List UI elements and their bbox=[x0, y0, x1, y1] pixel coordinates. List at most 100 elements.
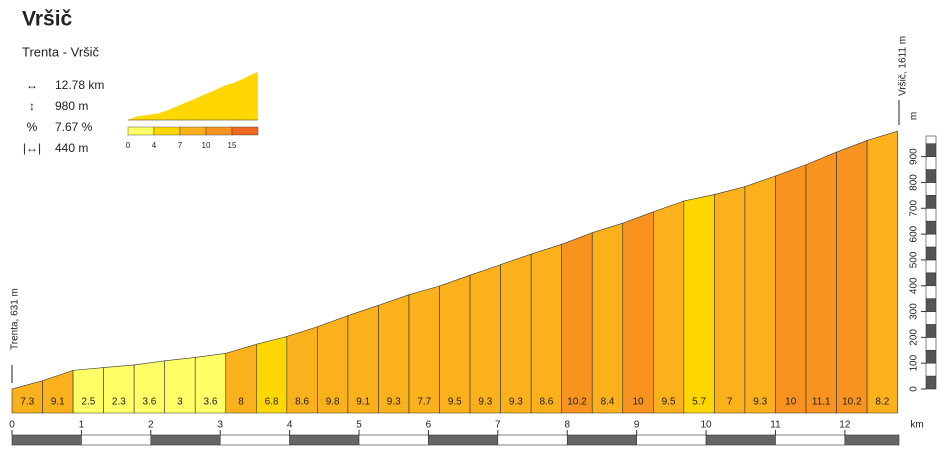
mini-segment bbox=[172, 106, 178, 121]
scale-label: 15 bbox=[228, 141, 237, 150]
y-scale-block bbox=[925, 169, 937, 183]
chart-title: Vršič bbox=[22, 8, 73, 31]
y-tick-label: 200 bbox=[909, 329, 920, 346]
x-scale-block bbox=[358, 434, 429, 446]
x-tick-label: 6 bbox=[426, 420, 432, 431]
gradient-label: 2.3 bbox=[112, 397, 126, 408]
mini-segment bbox=[168, 108, 173, 121]
gradient-segment bbox=[866, 130, 898, 414]
y-scale-block bbox=[925, 362, 937, 377]
gradient-label: 9.1 bbox=[356, 397, 370, 408]
x-scale-block bbox=[497, 434, 568, 446]
x-scale-block bbox=[636, 434, 707, 446]
y-scale-block bbox=[925, 375, 937, 390]
scale-swatch bbox=[127, 126, 155, 136]
y-scale-block bbox=[925, 285, 937, 299]
gradient-segment bbox=[530, 243, 562, 414]
y-axis-label: m bbox=[909, 112, 920, 120]
gradient-segment bbox=[775, 164, 807, 414]
x-tick-label: 7 bbox=[495, 420, 501, 431]
mini-segment bbox=[244, 75, 249, 121]
mini-segment bbox=[163, 110, 169, 121]
mini-segment bbox=[221, 84, 227, 121]
gradient-label: 5.7 bbox=[692, 397, 706, 408]
mini-segment bbox=[177, 104, 182, 121]
mini-segment bbox=[217, 86, 223, 121]
mini-segment bbox=[208, 90, 214, 121]
scale-swatch bbox=[153, 126, 181, 136]
gradient-label: 8.2 bbox=[875, 397, 889, 408]
gradient-segment bbox=[805, 151, 837, 414]
scale-label: 0 bbox=[126, 141, 131, 150]
x-scale-block bbox=[219, 434, 290, 446]
y-tick-label: 900 bbox=[909, 148, 920, 165]
stat-value: 440 m bbox=[55, 141, 88, 155]
y-scale-block bbox=[925, 311, 937, 325]
gradient-segment bbox=[622, 211, 654, 414]
gradient-label: 8 bbox=[238, 397, 244, 408]
x-scale-block bbox=[705, 434, 776, 446]
x-scale-block bbox=[150, 434, 221, 446]
x-scale-block bbox=[775, 434, 846, 446]
y-scale-block bbox=[925, 324, 937, 338]
y-scale-block bbox=[925, 207, 937, 222]
gradient-label: 9.3 bbox=[753, 397, 767, 408]
x-scale-block bbox=[81, 434, 152, 446]
scale-swatch bbox=[179, 126, 207, 136]
gradient-label: 9.3 bbox=[509, 397, 523, 408]
gradient-label: 3.6 bbox=[204, 397, 218, 408]
y-scale-block bbox=[925, 349, 937, 364]
gradient-segment bbox=[439, 274, 471, 414]
x-tick-label: 10 bbox=[700, 420, 712, 431]
y-scale-block bbox=[925, 156, 937, 170]
stat-icon: ↔ bbox=[26, 78, 38, 92]
x-axis-label: km bbox=[910, 420, 923, 431]
mini-segment bbox=[248, 73, 254, 121]
mini-segment bbox=[253, 71, 258, 121]
y-tick-label: 300 bbox=[909, 303, 920, 320]
x-tick-label: 1 bbox=[79, 420, 85, 431]
y-tick-label: 600 bbox=[909, 225, 920, 242]
x-scale-block bbox=[566, 434, 637, 446]
y-scale-block bbox=[925, 259, 937, 274]
y-scale-block bbox=[925, 220, 937, 235]
x-tick-label: 3 bbox=[217, 420, 223, 431]
y-scale-block bbox=[925, 182, 937, 196]
gradient-label: 9.5 bbox=[662, 397, 676, 408]
gradient-segment bbox=[714, 186, 746, 414]
gradient-label: 10.2 bbox=[842, 397, 862, 408]
y-tick-label: 100 bbox=[909, 354, 920, 371]
gradient-label: 7 bbox=[727, 397, 733, 408]
gradient-segment bbox=[653, 200, 685, 414]
x-tick-label: 12 bbox=[839, 420, 851, 431]
y-scale-block bbox=[925, 135, 937, 145]
gradient-label: 8.4 bbox=[601, 397, 615, 408]
gradient-segment bbox=[500, 253, 532, 414]
mini-segment bbox=[199, 94, 205, 121]
y-tick-label: 0 bbox=[909, 386, 920, 392]
gradient-label: 10 bbox=[785, 397, 797, 408]
x-scale-block bbox=[844, 434, 900, 446]
gradient-label: 9.5 bbox=[448, 397, 462, 408]
y-scale-block bbox=[925, 298, 937, 312]
y-scale-block bbox=[925, 246, 937, 261]
gradient-segment bbox=[408, 285, 440, 414]
gradient-label: 7.7 bbox=[417, 397, 431, 408]
gradient-segment bbox=[469, 264, 501, 414]
gradient-segment bbox=[683, 194, 715, 414]
x-scale-block bbox=[428, 434, 499, 446]
y-scale-block bbox=[925, 337, 937, 351]
scale-swatch bbox=[231, 126, 259, 136]
x-scale-block bbox=[289, 434, 360, 446]
mini-segment bbox=[154, 113, 160, 121]
gradient-label: 11.1 bbox=[812, 397, 831, 408]
mini-segment bbox=[235, 80, 241, 121]
stat-value: 12.78 km bbox=[55, 78, 104, 92]
mini-segment bbox=[181, 102, 187, 121]
scale-label: 4 bbox=[152, 141, 157, 150]
y-scale-block bbox=[925, 143, 937, 157]
mini-segment bbox=[150, 113, 156, 121]
gradient-label: 8.6 bbox=[539, 397, 553, 408]
gradient-label: 9.3 bbox=[387, 397, 401, 408]
